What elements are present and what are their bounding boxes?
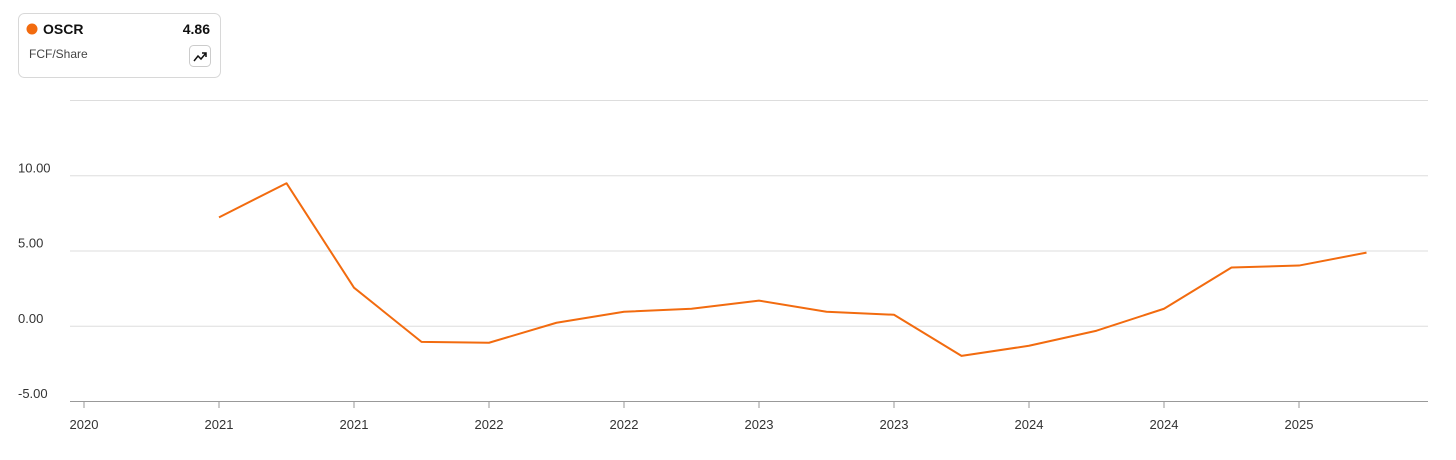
x-tick-label: 2025 [1285, 417, 1314, 432]
legend-frame [18, 13, 221, 78]
legend-metric: FCF/Share [29, 47, 88, 61]
x-tick-label: 2023 [880, 417, 909, 432]
x-tick-label: 2021 [340, 417, 369, 432]
legend-box: OSCR 4.86 FCF/Share [18, 13, 221, 78]
x-tick-label: 2021 [205, 417, 234, 432]
trend-icon [193, 52, 207, 62]
x-tick-label: 2022 [475, 417, 504, 432]
legend-series: OSCR [43, 21, 83, 37]
y-tick-label: 10.00 [18, 160, 51, 175]
x-tick-label: 2024 [1015, 417, 1044, 432]
y-tick-label: 5.00 [18, 236, 43, 251]
x-tick-label: 2024 [1150, 417, 1179, 432]
legend-value: 4.86 [183, 21, 210, 37]
y-tick-label: 0.00 [18, 311, 43, 326]
y-tick-label: -5.00 [18, 386, 48, 401]
line-series [218, 182, 1367, 357]
x-tick-label: 2022 [610, 417, 639, 432]
x-tick-label: 2023 [745, 417, 774, 432]
trend-button[interactable] [189, 45, 211, 67]
x-tick-label: 2020 [70, 417, 99, 432]
legend-swatch [26, 23, 38, 35]
